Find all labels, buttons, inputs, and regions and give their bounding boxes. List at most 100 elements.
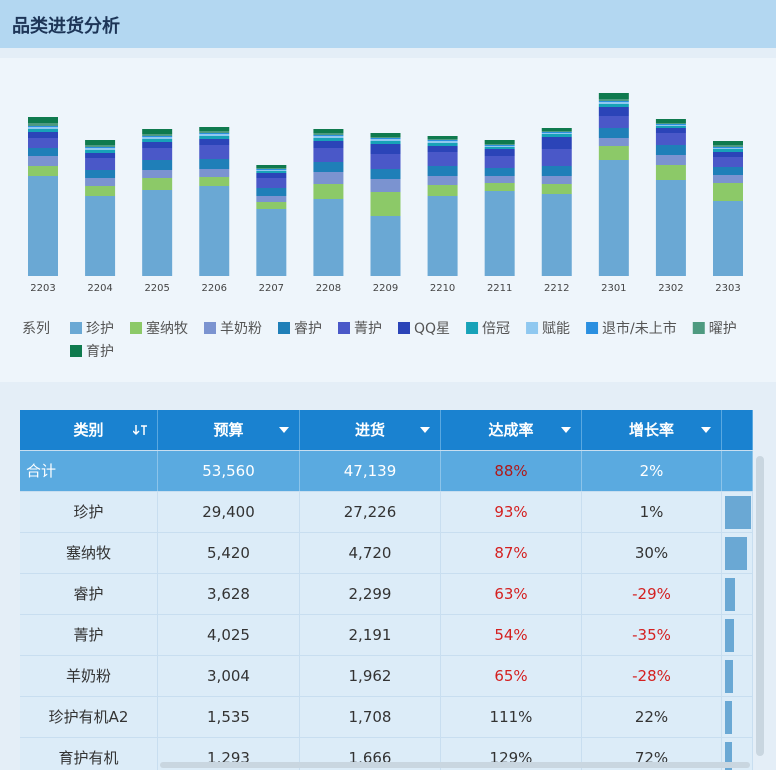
data-bar (725, 701, 732, 734)
bar-segment (541, 133, 572, 134)
bar-segment (484, 191, 515, 276)
bar-segment (370, 179, 401, 192)
column-header[interactable]: 达成率 (441, 410, 582, 450)
bar-segment (256, 173, 287, 178)
x-tick-label: 2303 (715, 283, 740, 294)
bar-segment (541, 132, 572, 133)
bar-segment (427, 146, 458, 152)
dropdown-icon[interactable] (420, 410, 430, 450)
bar-segment (85, 178, 116, 186)
column-header[interactable]: 类别 (20, 410, 158, 450)
table-cell: 111% (441, 697, 582, 737)
bar-segment (427, 141, 458, 143)
legend-item: 羊奶粉 (204, 321, 262, 337)
bar-segment (142, 142, 173, 148)
bar-segment (427, 152, 458, 166)
bar-segment (85, 148, 116, 150)
table-cell: 4,025 (158, 615, 300, 655)
bar-segment (427, 136, 458, 139)
scrollbar[interactable] (756, 456, 764, 756)
legend-swatch (278, 322, 290, 334)
dropdown-icon[interactable] (701, 410, 711, 450)
table-cell: 1,535 (158, 697, 300, 737)
bar-segment (655, 180, 686, 276)
bar-segment (484, 168, 515, 176)
bar-segment (541, 184, 572, 194)
bar-segment (256, 169, 287, 170)
bar-segment (85, 145, 116, 147)
sort-icon[interactable] (132, 410, 147, 450)
legend-item: 育护 (70, 344, 114, 360)
bar-segment (713, 147, 743, 148)
bar-segment (142, 178, 173, 190)
bar-segment (655, 123, 686, 124)
bar-segment (484, 149, 515, 156)
table-cell: 2,191 (300, 615, 441, 655)
data-bar-cell (722, 697, 753, 737)
bar-segment (713, 149, 743, 152)
bar-segment (142, 170, 173, 178)
bar-segment (142, 190, 173, 276)
bar-segment (313, 172, 344, 184)
bar-segment (655, 165, 686, 180)
table: 类别 预算 进货 达成率 增长率 合计 53,560 47,139 88% 2% 珍护 29,400 2… (20, 410, 753, 770)
bar-segment (484, 183, 515, 191)
bar-segment (256, 209, 287, 276)
bar-segment (85, 150, 116, 153)
x-tick-label: 2206 (202, 283, 227, 294)
bar-segment (713, 157, 743, 167)
data-bar-cell (722, 533, 753, 573)
table-cell: 塞纳牧 (20, 533, 158, 573)
table-cell: 27,226 (300, 492, 441, 532)
bar-segment (484, 156, 515, 168)
bar-segment (427, 185, 458, 196)
legend-item: 珍护 (70, 321, 114, 337)
table-row: 菁护 4,025 2,191 54% -35% (20, 615, 753, 656)
bar-segment (655, 155, 686, 165)
bar-segment (142, 134, 173, 136)
column-header[interactable]: 预算 (158, 410, 300, 450)
legend-item: 曜护 (692, 321, 737, 337)
legend-swatch (466, 322, 479, 334)
table-cell: 22% (582, 697, 722, 737)
column-header-text: 达成率 (488, 421, 534, 439)
bar-segment (85, 170, 116, 178)
dropdown-icon[interactable] (561, 410, 571, 450)
bar-segment (370, 133, 401, 137)
bar-segment (598, 104, 629, 107)
bar-segment (85, 158, 116, 170)
table-row: 珍护 29,400 27,226 93% 1% (20, 492, 753, 533)
dropdown-icon[interactable] (279, 410, 289, 450)
bar-segment (370, 144, 401, 154)
table-cell: 合计 (20, 451, 158, 491)
bar-segment (598, 102, 629, 104)
x-tick-label: 2208 (316, 283, 341, 294)
data-bar (725, 660, 733, 693)
table-row: 羊奶粉 3,004 1,962 65% -28% (20, 656, 753, 697)
bar-segment (142, 136, 173, 137)
column-header[interactable]: 增长率 (582, 410, 722, 450)
scrollbar[interactable] (160, 762, 750, 768)
table-cell: 5,420 (158, 533, 300, 573)
table-cell: 63% (441, 574, 582, 614)
bar-segment (256, 171, 287, 173)
table-cell: 87% (441, 533, 582, 573)
table-cell: 65% (441, 656, 582, 696)
bar-segment (28, 127, 58, 129)
table-cell: 1,962 (300, 656, 441, 696)
column-header[interactable]: 进货 (300, 410, 441, 450)
bar-segment (256, 202, 287, 209)
bar-segment (655, 124, 686, 125)
data-bar-cell (722, 492, 753, 532)
legend-swatch (338, 322, 350, 334)
legend-label: 羊奶粉 (220, 321, 262, 337)
bar-segment (655, 128, 686, 133)
legend-label: 倍冠 (482, 321, 510, 337)
table-cell: -28% (582, 656, 722, 696)
bar-segment (313, 148, 344, 162)
table-cell: 1,708 (300, 697, 441, 737)
data-bar (725, 742, 732, 770)
column-header (722, 410, 753, 450)
legend-swatch (70, 322, 82, 334)
bar-segment (313, 133, 344, 135)
